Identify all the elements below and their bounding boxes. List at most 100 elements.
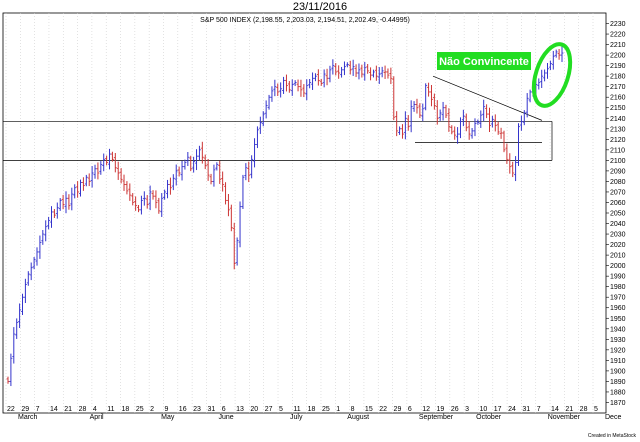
y-tick-label: 1910 (610, 358, 626, 365)
y-tick-label: 2200 (610, 53, 626, 60)
x-tick-label: 20 (250, 406, 258, 413)
month-label: October (476, 414, 502, 421)
x-tick-label: 7 (537, 406, 541, 413)
y-tick-label: 1950 (610, 316, 626, 323)
y-tick-label: 2100 (610, 158, 626, 165)
x-tick-label: 26 (451, 406, 459, 413)
y-tick-label: 2150 (610, 105, 626, 112)
x-tick-label: 7 (36, 406, 40, 413)
y-tick-label: 2090 (610, 168, 626, 175)
y-tick-label: 2080 (610, 179, 626, 186)
y-tick-label: 2070 (610, 189, 626, 196)
x-tick-label: 11 (293, 406, 300, 413)
month-label: May (161, 414, 175, 421)
x-tick-label: 27 (265, 406, 273, 413)
x-tick-label: 29 (394, 406, 402, 413)
x-tick-label: 25 (136, 406, 144, 413)
x-tick-label: 25 (322, 406, 330, 413)
y-tick-label: 1990 (610, 274, 626, 281)
x-tick-label: 31 (522, 406, 530, 413)
month-label: August (347, 414, 369, 421)
credit-text: Created in MetaStock (587, 433, 636, 439)
y-tick-label: 2160 (610, 95, 626, 102)
x-tick-label: 5 (279, 406, 283, 413)
month-label: April (90, 414, 104, 421)
annotation-label: Não Convincente (439, 56, 529, 68)
x-tick-label: 5 (594, 406, 598, 413)
x-tick-label: 13 (236, 406, 244, 413)
x-tick-label: 3 (465, 406, 469, 413)
y-tick-label: 1890 (610, 379, 626, 386)
x-tick-label: 15 (365, 406, 373, 413)
x-tick-label: 22 (379, 406, 387, 413)
month-label: March (18, 414, 38, 421)
y-tick-label: 2170 (610, 84, 626, 91)
y-tick-label: 1970 (610, 295, 626, 302)
x-tick-label: 18 (122, 406, 130, 413)
x-tick-label: 17 (494, 406, 502, 413)
x-tick-label: 28 (79, 406, 87, 413)
x-tick-label: 31 (207, 406, 215, 413)
x-tick-label: 16 (179, 406, 187, 413)
x-tick-label: 4 (93, 406, 97, 413)
x-tick-label: 11 (107, 406, 114, 413)
y-tick-label: 2030 (610, 232, 626, 239)
y-tick-label: 1920 (610, 347, 626, 354)
y-tick-label: 1880 (610, 389, 626, 396)
y-tick-label: 2140 (610, 116, 626, 123)
annotation-label-box (437, 52, 531, 70)
y-tick-label: 2050 (610, 211, 626, 218)
x-tick-label: 21 (565, 406, 573, 413)
y-tick-label: 2020 (610, 242, 626, 249)
y-tick-label: 2040 (610, 221, 626, 228)
chart-title: S&P 500 INDEX (2,198.55, 2,203.03, 2,194… (200, 17, 410, 24)
y-tick-label: 1930 (610, 337, 626, 344)
x-tick-label: 6 (408, 406, 412, 413)
y-tick-label: 2120 (610, 137, 626, 144)
y-tick-label: 2010 (610, 253, 626, 260)
y-tick-label: 2190 (610, 63, 626, 70)
x-tick-label: 1 (336, 406, 340, 413)
y-tick-label: 1870 (610, 400, 626, 407)
x-tick-label: 29 (21, 406, 29, 413)
month-label: July (290, 414, 303, 421)
x-tick-label: 8 (351, 406, 355, 413)
y-axis: 1870 1880 1890 1900 1910 1920 1930 1940 1950 1960… (606, 21, 626, 407)
y-tick-label: 1940 (610, 326, 626, 333)
y-tick-label: 2130 (610, 126, 626, 133)
x-axis: 22 29 7 14 21 28 4 11 18 25 2 9 16 23 31 6 13 20 27 5 11 18 25… (7, 406, 621, 421)
x-tick-label: 9 (164, 406, 168, 413)
plot-frame (2, 12, 607, 414)
y-tick-label: 2230 (610, 21, 626, 28)
x-tick-label: 6 (222, 406, 226, 413)
vertical-grid (5, 13, 594, 413)
x-tick-label: 21 (64, 406, 72, 413)
y-tick-label: 1960 (610, 305, 626, 312)
month-label: Dece (605, 414, 621, 421)
x-tick-label: 18 (308, 406, 316, 413)
x-tick-label: 14 (50, 406, 58, 413)
x-tick-label: 12 (422, 406, 430, 413)
x-tick-label: 10 (479, 406, 487, 413)
x-tick-label: 2 (150, 406, 154, 413)
x-tick-label: 19 (437, 406, 445, 413)
month-label: November (548, 414, 581, 421)
y-tick-label: 2180 (610, 74, 626, 81)
x-tick-label: 28 (580, 406, 588, 413)
y-tick-label: 2110 (610, 147, 625, 154)
chart-date: 23/11/2016 (292, 1, 348, 13)
y-tick-label: 2210 (610, 42, 626, 49)
month-label: June (218, 414, 233, 421)
y-tick-label: 1980 (610, 284, 626, 291)
y-tick-label: 2060 (610, 200, 626, 207)
annotation-highlight-ellipse (531, 42, 573, 108)
x-tick-label: 22 (7, 406, 15, 413)
x-tick-label: 14 (551, 406, 559, 413)
price-bars (6, 46, 564, 387)
annotation-not-convincing: Não Convincente (437, 42, 573, 108)
x-tick-label: 24 (508, 406, 516, 413)
x-tick-label: 23 (193, 406, 201, 413)
y-tick-label: 2000 (610, 263, 626, 270)
y-tick-label: 1900 (610, 368, 626, 375)
